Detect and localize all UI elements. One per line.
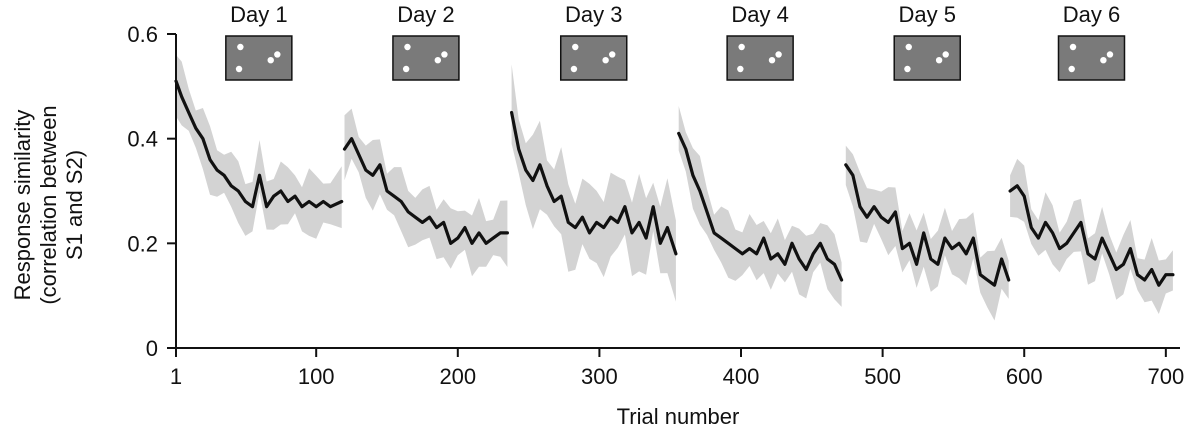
thumbnail-spot [738, 43, 745, 51]
x-tick-label: 700 [1147, 364, 1184, 389]
day-label-6: Day 6 [1063, 2, 1120, 27]
thumbnail-spot [1069, 43, 1077, 51]
error-band-day-6 [1010, 158, 1173, 314]
thumbnail-spot [402, 65, 410, 73]
x-tick-label: 200 [439, 364, 476, 389]
error-band-day-5 [845, 145, 1009, 321]
thumbnail-spot [404, 43, 411, 51]
error-band-day-3 [511, 64, 676, 302]
error-band-day-1 [176, 54, 342, 239]
mean-line-day-6 [1008, 184, 1175, 287]
y-axis-label-line-3: S1 and S2) [62, 150, 87, 260]
mean-line-day-3 [510, 110, 678, 256]
mean-line-day-2 [342, 137, 509, 245]
thumbnail-spot [935, 57, 943, 64]
x-tick-label: 1 [170, 364, 182, 389]
thumbnail-spot [572, 43, 579, 51]
thumbnail-spot [609, 51, 616, 58]
thumbnail-spot [441, 51, 448, 58]
x-tick-label: 300 [581, 364, 618, 389]
error-band-day-2 [344, 108, 508, 277]
day-thumbnail-2 [392, 35, 460, 81]
thumbnail-spot [602, 57, 609, 64]
day-thumbnail-4 [726, 35, 794, 81]
y-axis-label-line-2: (correlation between [36, 105, 61, 304]
thumbnail-spot [942, 51, 949, 58]
day-label-1: Day 1 [230, 2, 287, 27]
thumbnail-spot [737, 65, 744, 73]
thumbnail-spot [1068, 65, 1075, 73]
day-label-4: Day 4 [731, 2, 788, 27]
day-thumbnail-3 [559, 35, 628, 81]
day-thumbnail-1 [225, 35, 293, 81]
thumbnail-spot [434, 57, 442, 64]
x-tick-label: 100 [298, 364, 335, 389]
thumbnail-spot [905, 43, 912, 51]
y-tick-label: 0 [146, 336, 158, 361]
thumbnail-spot [768, 57, 776, 64]
day-label-3: Day 3 [565, 2, 622, 27]
mean-line-day-4 [677, 131, 844, 282]
mean-line-day-1 [174, 79, 344, 209]
error-band-day-4 [678, 106, 842, 307]
thumbnail-spot [237, 43, 244, 51]
thumbnail-spot [1106, 51, 1114, 58]
day-thumbnail-5 [893, 35, 961, 81]
thumbnail-spot [235, 65, 243, 73]
y-axis-label: Response similarity (correlation between… [10, 105, 87, 304]
x-tick-label: 400 [723, 364, 760, 389]
axis-ticks: 0 0.2 0.4 0.6 1 100 200 300 400 500 600 700 [127, 22, 1184, 389]
x-tick-label: 500 [864, 364, 901, 389]
thumbnail-spot [267, 57, 274, 64]
y-tick-label: 0.6 [127, 22, 158, 47]
x-axis-label: Trial number [617, 404, 740, 429]
mean-line-day-5 [844, 163, 1011, 287]
thumbnail-spot [274, 51, 281, 58]
day-label-2: Day 2 [397, 2, 454, 27]
thumbnail-spot [570, 65, 578, 73]
day-thumbnails: Day 1 Day 2 Day 3 Day 4 Day 5 Day 6 [225, 2, 1126, 81]
mean-lines [174, 79, 1175, 287]
thumbnail-spot [904, 65, 911, 73]
day-label-5: Day 5 [898, 2, 955, 27]
thumbnail-spot [775, 51, 782, 58]
x-tick-label: 600 [1006, 364, 1043, 389]
y-axis-label-line-1: Response similarity [10, 110, 35, 301]
y-tick-label: 0.2 [127, 231, 158, 256]
thumbnail-spot [1100, 57, 1107, 64]
y-tick-label: 0.4 [127, 127, 158, 152]
axes [175, 34, 1180, 349]
error-bands [176, 54, 1173, 321]
day-thumbnail-6 [1057, 35, 1126, 81]
